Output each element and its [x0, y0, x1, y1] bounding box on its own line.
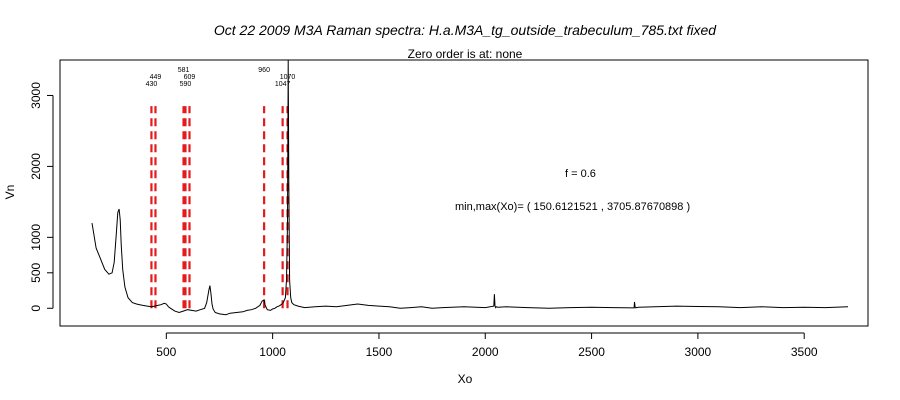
peak-marker-label: 960	[258, 67, 270, 74]
x-tick-label: 3000	[685, 345, 712, 359]
y-axis: 0 500 1000 2000 3000	[29, 82, 54, 312]
x-tick-label: 2000	[472, 345, 499, 359]
spectrum-line	[91, 59, 849, 316]
peak-marker-label: 1047	[275, 81, 291, 88]
x-tick-label: 3500	[791, 345, 818, 359]
chart-title: Oct 22 2009 M3A Raman spectra: H.a.M3A_t…	[214, 22, 717, 38]
x-axis: 500 1000 1500 2000 2500 3000 3500	[156, 332, 818, 359]
y-tick-label: 500	[29, 262, 43, 282]
x-tick-label: 1000	[259, 345, 286, 359]
y-tick-label: 3000	[29, 82, 43, 109]
y-tick-label: 2000	[29, 153, 43, 180]
fraction-annotation: f = 0.6	[565, 168, 596, 180]
minmax-annotation: min,max(Xo)= ( 150.6121521 , 3705.876708…	[455, 201, 690, 213]
spectrum-series	[91, 59, 849, 316]
y-axis-label: Vn	[3, 185, 17, 200]
plot-frame	[59, 59, 869, 327]
y-tick-label: 1000	[29, 224, 43, 251]
peak-marker-label: 581	[178, 67, 190, 74]
y-tick-label: 0	[29, 305, 43, 312]
peak-marker-label: 430	[146, 81, 158, 88]
peak-marker-label: 590	[180, 81, 192, 88]
peak-marker-label: 1070	[280, 74, 296, 81]
x-tick-label: 500	[156, 345, 176, 359]
x-tick-label: 2500	[578, 345, 605, 359]
x-tick-label: 1500	[366, 345, 393, 359]
chart-subtitle: Zero order is at: none	[408, 47, 523, 61]
peak-marker-label: 449	[150, 74, 162, 81]
peak-marker-label: 609	[184, 74, 196, 81]
x-axis-label: Xo	[458, 372, 473, 386]
